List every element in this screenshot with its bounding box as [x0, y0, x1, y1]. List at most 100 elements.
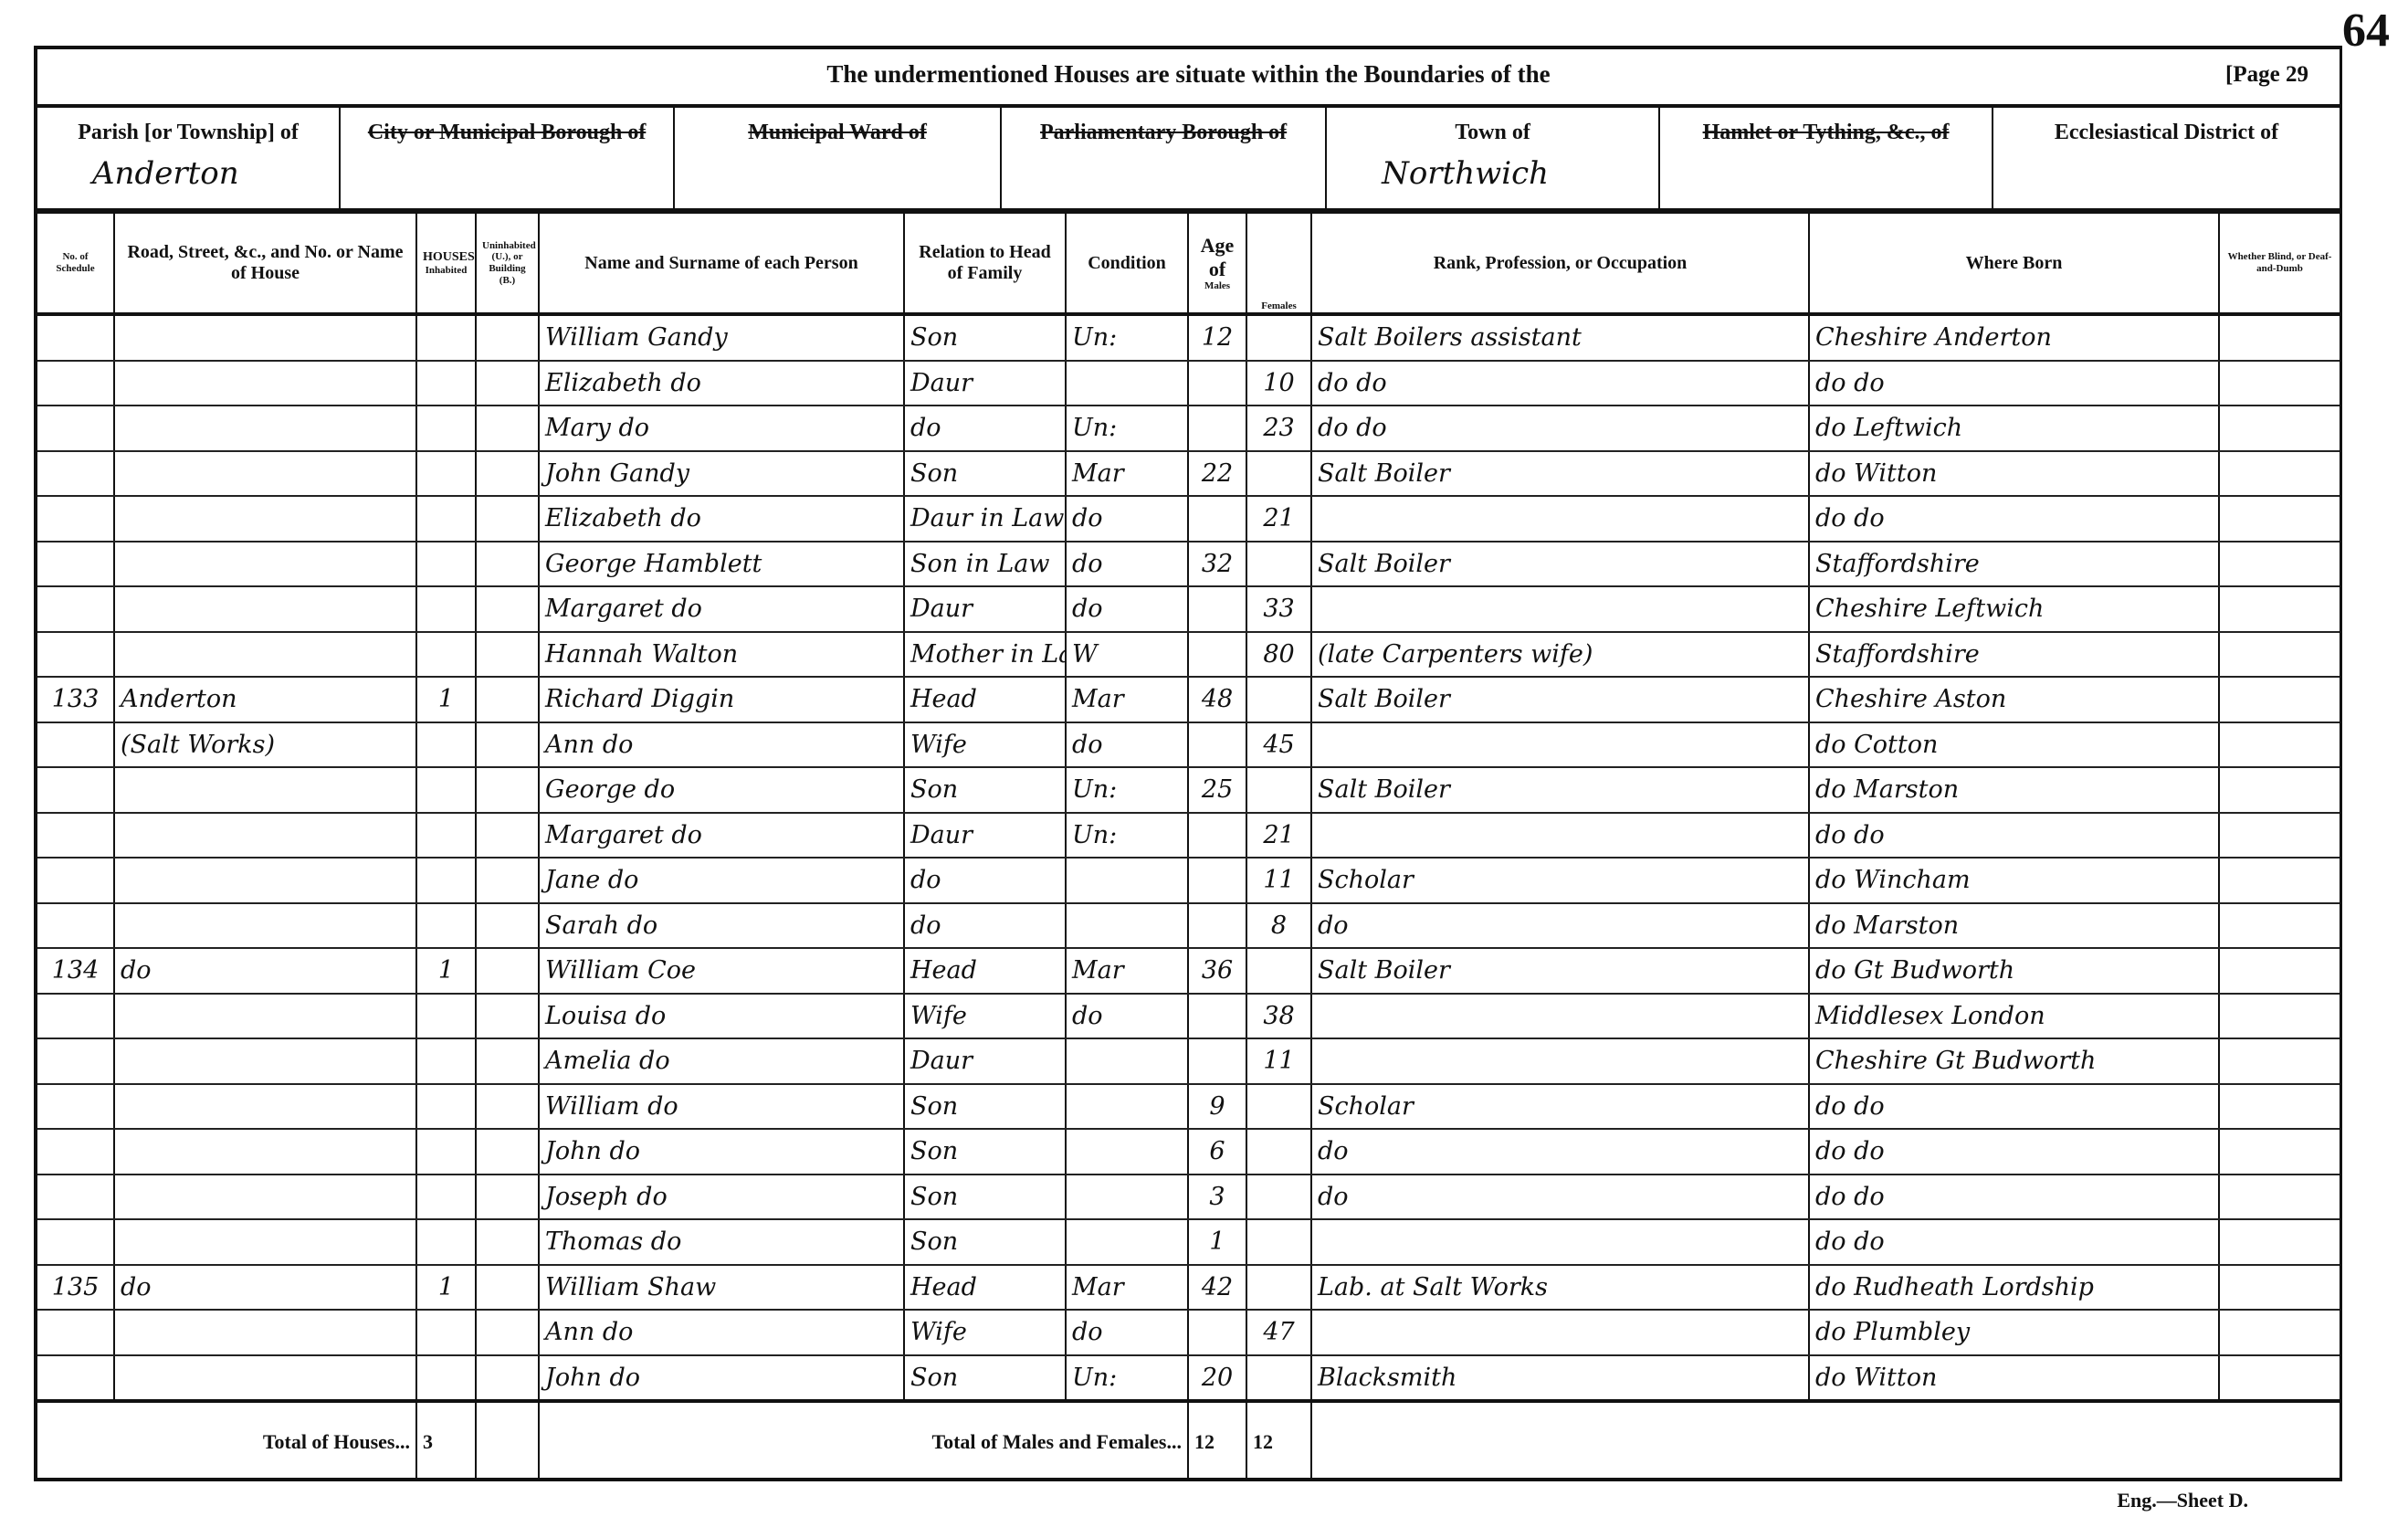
cell-where-born: do Rudheath Lordship [1809, 1264, 2220, 1311]
col-inhabited: HOUSES Inhabited [416, 214, 477, 316]
table-row: George do Son Un: 25 Salt Boiler do Marston [37, 767, 2340, 814]
table-row: John do Son Un: 20 Blacksmith do Witton [37, 1354, 2340, 1402]
cell-inhabited [416, 314, 477, 362]
cell-condition: Un: [1066, 767, 1189, 814]
place-0: Parish [or Township] of Anderton [37, 108, 342, 208]
cell-schedule [37, 1129, 115, 1175]
cell-relation: Wife [904, 993, 1067, 1039]
cell-uninhabited [476, 722, 540, 768]
cell-age-female [1246, 450, 1312, 497]
cell-blind-deaf [2219, 948, 2340, 995]
cell-road [114, 450, 417, 497]
cell-blind-deaf [2219, 1264, 2340, 1311]
table-row: Sarah do do 8 do do Marston [37, 902, 2340, 949]
cell-age-female [1246, 1354, 1312, 1402]
cell-occupation [1311, 1219, 1810, 1266]
cell-where-born: do Witton [1809, 450, 2220, 497]
cell-uninhabited [476, 767, 540, 814]
cell-inhabited [416, 1174, 477, 1220]
cell-name: Mary do [539, 406, 905, 452]
cell-road [114, 1129, 417, 1175]
cell-road [114, 858, 417, 904]
cell-schedule [37, 1174, 115, 1220]
cell-age-male [1188, 586, 1247, 633]
cell-where-born: do Leftwich [1809, 406, 2220, 452]
cell-age-female: 38 [1246, 993, 1312, 1039]
cell-where-born: do do [1809, 1129, 2220, 1175]
cell-inhabited [416, 496, 477, 543]
table-row: Jane do do 11 Scholar do Wincham [37, 858, 2340, 904]
cell-uninhabited [476, 677, 540, 723]
place-5: Hamlet or Tything, &c., of [1660, 108, 1994, 208]
cell-blind-deaf [2219, 1129, 2340, 1175]
cell-occupation: Salt Boiler [1311, 767, 1810, 814]
cell-age-male: 6 [1188, 1129, 1247, 1175]
cell-blind-deaf [2219, 541, 2340, 587]
cell-inhabited [416, 858, 477, 904]
cell-relation: Mother in Law [904, 631, 1067, 678]
cell-blind-deaf [2219, 314, 2340, 362]
cell-schedule: 134 [37, 948, 115, 995]
cell-blind-deaf [2219, 858, 2340, 904]
cell-condition: do [1066, 722, 1189, 768]
cell-road: do [114, 1264, 417, 1311]
cell-condition [1066, 858, 1189, 904]
cell-age-male: 20 [1188, 1354, 1247, 1402]
place-3: Parliamentary Borough of [1002, 108, 1328, 208]
cell-age-male [1188, 722, 1247, 768]
col-relation: Relation to Head of Family [904, 214, 1067, 316]
cell-road: do [114, 948, 417, 995]
cell-where-born: do do [1809, 1083, 2220, 1130]
cell-blind-deaf [2219, 631, 2340, 678]
cell-age-female [1246, 1219, 1312, 1266]
table-row: Elizabeth do Daur 10 do do do do [37, 360, 2340, 406]
cell-road [114, 993, 417, 1039]
cell-occupation: Scholar [1311, 858, 1810, 904]
cell-uninhabited [476, 450, 540, 497]
cell-where-born: Middlesex London [1809, 993, 2220, 1039]
cell-relation: Son [904, 1354, 1067, 1402]
cell-relation: Son [904, 314, 1067, 362]
col-condition: Condition [1066, 214, 1189, 316]
table-row: William do Son 9 Scholar do do [37, 1083, 2340, 1130]
cell-name: William Gandy [539, 314, 905, 362]
col-blind-deaf: Whether Blind, or Deaf-and-Dumb [2219, 214, 2340, 316]
cell-age-female: 8 [1246, 902, 1312, 949]
cell-name: John Gandy [539, 450, 905, 497]
cell-schedule [37, 496, 115, 543]
cell-schedule [37, 450, 115, 497]
cell-schedule: 133 [37, 677, 115, 723]
cell-name: George Hamblett [539, 541, 905, 587]
cell-age-male [1188, 902, 1247, 949]
cell-uninhabited [476, 314, 540, 362]
cell-where-born: Cheshire Gt Budworth [1809, 1038, 2220, 1085]
cell-schedule [37, 1310, 115, 1356]
place-label: Municipal Ward of [748, 121, 927, 144]
cell-uninhabited [476, 1354, 540, 1402]
cell-condition: do [1066, 993, 1189, 1039]
cell-uninhabited [476, 1219, 540, 1266]
place-boundaries: Parish [or Township] of Anderton City or M… [37, 108, 2340, 214]
cell-inhabited [416, 1219, 477, 1266]
cell-inhabited: 1 [416, 1264, 477, 1311]
cell-name: Margaret do [539, 812, 905, 859]
cell-occupation: do [1311, 902, 1810, 949]
cell-name: Jane do [539, 858, 905, 904]
cell-condition: Mar [1066, 948, 1189, 995]
cell-occupation [1311, 496, 1810, 543]
sheet-footer: Eng.—Sheet D. [2117, 1489, 2248, 1512]
cell-road [114, 1354, 417, 1402]
cell-road [114, 360, 417, 406]
cell-inhabited [416, 541, 477, 587]
cell-age-female [1246, 314, 1312, 362]
col-where-born: Where Born [1809, 214, 2220, 316]
cell-inhabited [416, 1038, 477, 1085]
cell-inhabited: 1 [416, 677, 477, 723]
cell-occupation [1311, 1310, 1810, 1356]
cell-where-born: do do [1809, 1174, 2220, 1220]
cell-where-born: do Marston [1809, 767, 2220, 814]
cell-inhabited [416, 1129, 477, 1175]
cell-occupation: Lab. at Salt Works [1311, 1264, 1810, 1311]
cell-schedule [37, 631, 115, 678]
cell-schedule [37, 586, 115, 633]
